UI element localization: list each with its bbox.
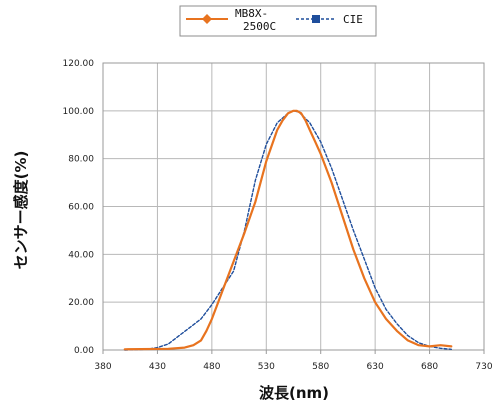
plot-area-frame bbox=[102, 62, 485, 351]
y-tick-label: 100.00 bbox=[63, 107, 95, 117]
y-axis-ticks: 0.00 20.00 40.00 60.00 80.00 100.00 120.00 bbox=[63, 59, 95, 356]
x-tick-label: 380 bbox=[94, 362, 111, 372]
series-line-cie bbox=[124, 110, 452, 351]
legend-label-mb8x-line2: 2500C bbox=[243, 20, 276, 33]
y-tick-label: 40.00 bbox=[68, 250, 94, 260]
x-axis-title: 波長(nm) bbox=[259, 384, 329, 402]
legend-box bbox=[179, 5, 377, 37]
series-line-mb8x bbox=[123, 109, 453, 351]
y-axis-title: センサー感度(%) bbox=[12, 151, 30, 270]
x-tick-label: 730 bbox=[475, 362, 492, 372]
legend: MB8X- 2500C CIE bbox=[179, 5, 377, 37]
legend-marker-cie bbox=[312, 15, 320, 23]
y-tick-label: 0.00 bbox=[74, 346, 94, 356]
legend-marker-mb8x bbox=[202, 14, 212, 24]
y-tick-label: 120.00 bbox=[63, 59, 95, 69]
x-axis-ticks: 380 430 480 530 580 630 680 730 bbox=[94, 350, 493, 372]
series-lines bbox=[123, 109, 453, 351]
x-tick-label: 630 bbox=[367, 362, 384, 372]
x-tick-label: 680 bbox=[421, 362, 438, 372]
y-tick-label: 80.00 bbox=[68, 155, 94, 165]
legend-label-cie: CIE bbox=[343, 13, 363, 26]
x-tick-label: 430 bbox=[149, 362, 166, 372]
x-tick-label: 530 bbox=[258, 362, 275, 372]
legend-label-mb8x-line1: MB8X- bbox=[235, 7, 268, 20]
y-tick-label: 60.00 bbox=[68, 203, 94, 213]
x-tick-label: 480 bbox=[203, 362, 220, 372]
grid bbox=[103, 63, 484, 350]
y-tick-label: 20.00 bbox=[68, 298, 94, 308]
x-tick-label: 580 bbox=[312, 362, 329, 372]
